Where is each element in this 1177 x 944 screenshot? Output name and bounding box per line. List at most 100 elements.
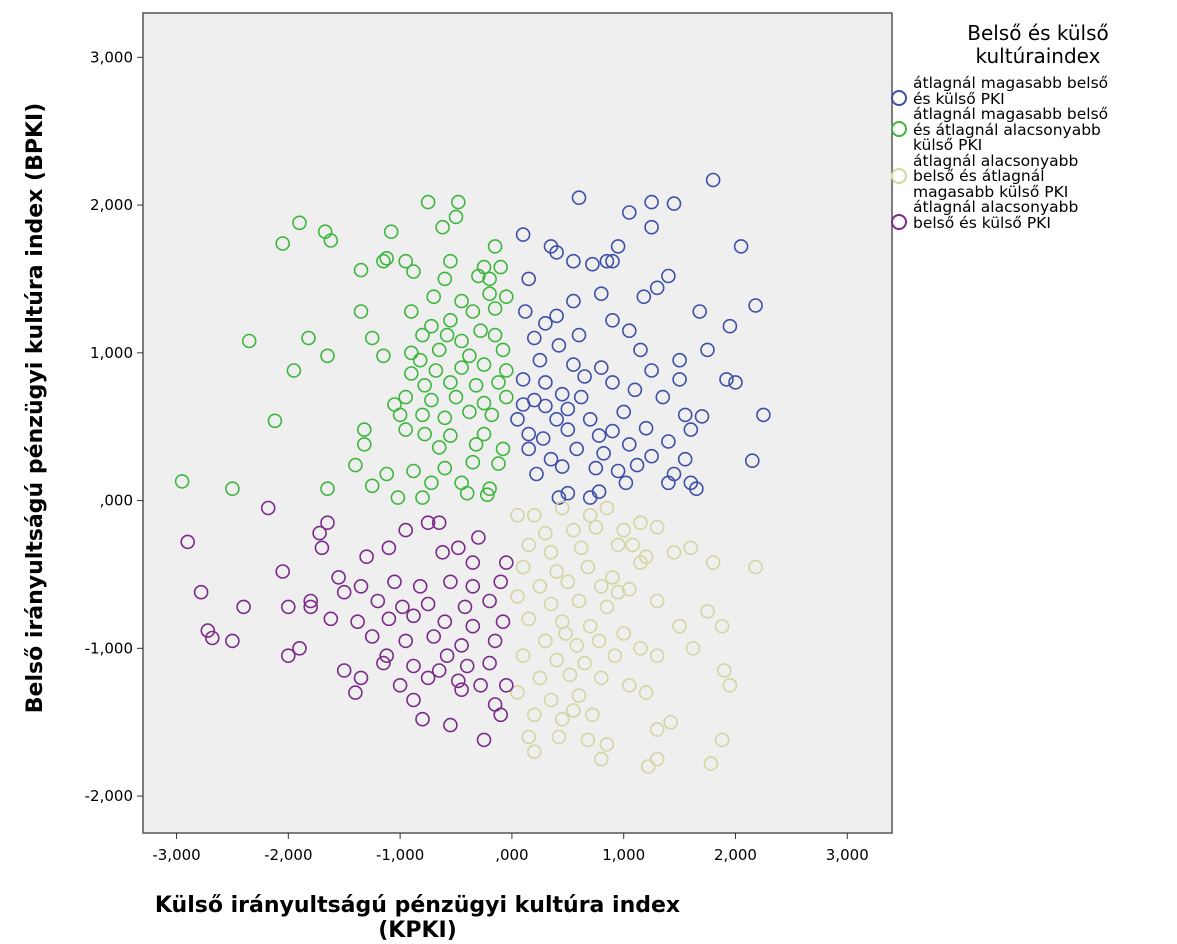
data-point-series-1 — [610, 463, 626, 479]
data-point-series-3 — [543, 692, 559, 708]
data-point-series-3 — [649, 519, 665, 535]
data-point-series-4 — [431, 515, 447, 531]
data-point-series-2 — [443, 312, 458, 328]
data-point-series-2 — [482, 481, 497, 497]
data-point-series-3 — [543, 596, 559, 612]
legend-marker-icon — [891, 121, 907, 137]
data-point-series-4 — [439, 648, 455, 664]
data-point-series-3 — [566, 522, 581, 538]
data-point-series-3 — [633, 640, 648, 656]
data-point-series-1 — [517, 304, 533, 319]
data-point-series-4 — [236, 599, 251, 615]
data-point-series-3 — [582, 618, 598, 634]
data-point-series-3 — [610, 537, 626, 553]
data-point-series-2 — [320, 481, 335, 497]
data-point-series-3 — [714, 732, 730, 748]
data-point-series-1 — [661, 268, 676, 284]
data-point-series-3 — [640, 759, 656, 774]
data-point-series-3 — [532, 670, 548, 686]
data-point-series-4 — [487, 633, 503, 649]
data-point-series-4 — [465, 578, 481, 594]
data-point-series-2 — [435, 219, 450, 235]
data-point-series-2 — [364, 478, 380, 494]
data-point-series-2 — [491, 375, 506, 390]
y-tick-label: 2,000 — [90, 196, 133, 214]
legend-items: átlagnál magasabb belső és külső PKI átla… — [888, 74, 1170, 231]
data-point-series-2 — [465, 454, 481, 470]
data-point-series-4 — [398, 633, 414, 649]
data-point-series-2 — [465, 304, 481, 319]
data-point-series-3 — [607, 648, 623, 664]
data-point-series-3 — [569, 638, 585, 653]
data-point-series-2 — [241, 333, 257, 349]
data-point-series-1 — [577, 369, 592, 384]
data-point-series-1 — [543, 239, 559, 254]
data-point-series-1 — [549, 308, 564, 324]
data-point-series-3 — [554, 711, 570, 727]
data-point-series-1 — [616, 404, 632, 420]
data-point-series-4 — [443, 717, 458, 733]
data-point-series-4 — [498, 555, 514, 570]
data-point-series-1 — [549, 411, 564, 427]
data-point-series-4 — [443, 574, 458, 590]
data-point-series-1 — [621, 323, 637, 339]
data-point-series-4 — [420, 515, 436, 531]
data-point-series-1 — [744, 453, 760, 469]
data-point-series-4 — [350, 614, 365, 630]
data-point-series-4 — [473, 677, 488, 693]
data-point-series-2 — [275, 236, 291, 251]
x-tick-label: -2,000 — [264, 846, 312, 864]
data-point-series-1 — [627, 382, 643, 398]
data-point-series-2 — [353, 262, 369, 278]
data-point-series-1 — [569, 441, 585, 457]
data-point-series-3 — [703, 756, 719, 771]
legend: Belső és külső kultúraindex átlagnál mag… — [888, 22, 1170, 231]
data-point-series-1 — [593, 286, 609, 302]
data-point-series-2 — [487, 327, 503, 343]
data-point-series-4 — [193, 584, 209, 600]
data-point-series-2 — [379, 466, 395, 482]
legend-label: átlagnál magasabb belső és külső PKI — [913, 74, 1109, 108]
data-point-series-3 — [649, 722, 665, 737]
data-point-series-2 — [443, 253, 458, 269]
data-point-series-2 — [484, 407, 500, 423]
data-point-series-4 — [314, 540, 330, 556]
data-point-series-4 — [406, 608, 421, 624]
data-point-series-3 — [558, 626, 573, 641]
data-point-series-2 — [320, 348, 335, 364]
x-tick-label: -1,000 — [376, 846, 424, 864]
data-point-series-3 — [714, 618, 730, 634]
data-point-series-3 — [526, 707, 542, 723]
data-point-series-2 — [468, 437, 484, 452]
data-point-series-1 — [560, 485, 576, 501]
data-point-series-1 — [596, 445, 611, 461]
data-point-series-1 — [672, 352, 687, 368]
data-point-series-2 — [417, 426, 433, 442]
data-point-series-3 — [616, 522, 632, 538]
data-point-series-1 — [521, 426, 537, 442]
data-point-series-3 — [510, 589, 525, 604]
data-point-series-2 — [379, 250, 395, 266]
data-point-series-1 — [633, 342, 648, 358]
data-point-series-4 — [336, 584, 352, 600]
data-point-series-4 — [431, 663, 447, 678]
y-tick-label: -2,000 — [85, 787, 133, 805]
data-point-series-2 — [468, 377, 484, 393]
data-point-series-4 — [303, 599, 319, 615]
data-point-series-2 — [479, 487, 495, 503]
data-point-series-1 — [591, 484, 607, 500]
data-point-series-3 — [538, 525, 553, 541]
data-point-series-2 — [473, 323, 488, 339]
data-point-series-3 — [621, 677, 637, 693]
x-tick-label: -3,000 — [152, 846, 200, 864]
data-point-series-2 — [376, 253, 391, 269]
data-point-series-2 — [487, 239, 503, 254]
data-point-series-1 — [593, 360, 609, 375]
data-point-series-4 — [225, 633, 240, 649]
data-point-series-4 — [395, 599, 410, 615]
data-point-series-4 — [205, 630, 220, 646]
y-tick-label: 1,000 — [90, 344, 133, 362]
data-point-series-1 — [644, 219, 659, 235]
data-point-series-2 — [482, 286, 497, 302]
y-tick-label: 3,000 — [90, 48, 133, 66]
